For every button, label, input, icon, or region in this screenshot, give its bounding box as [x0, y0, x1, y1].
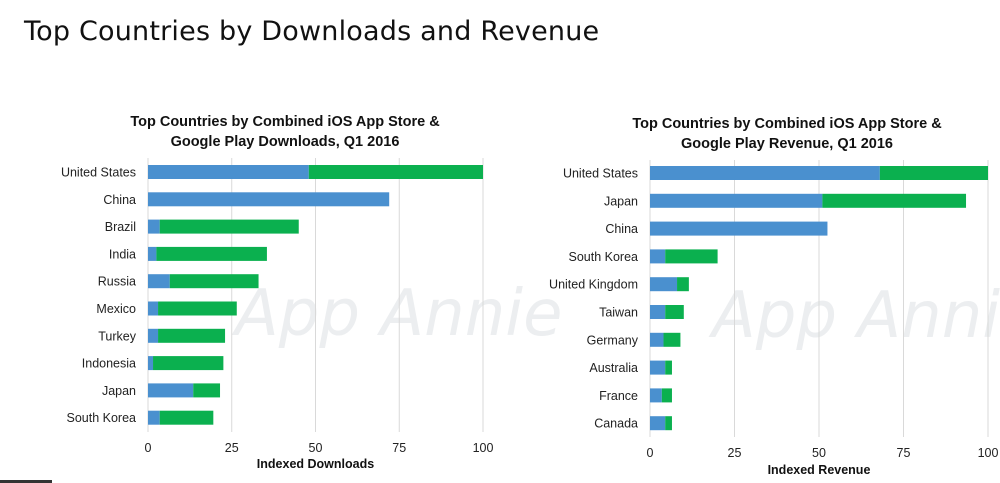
- bar-google-play: [665, 249, 718, 264]
- category-label: Mexico: [96, 302, 136, 316]
- category-label: France: [599, 389, 638, 403]
- bar-ios: [650, 166, 880, 180]
- category-label: India: [109, 247, 136, 261]
- bar-ios: [650, 277, 678, 292]
- bar-google-play: [159, 219, 299, 234]
- bar-ios: [650, 388, 662, 403]
- bar-google-play: [822, 193, 967, 208]
- bar-google-play: [156, 246, 267, 261]
- page-title: Top Countries by Downloads and Revenue: [24, 16, 600, 47]
- bar-ios: [148, 356, 154, 371]
- x-axis-label: Indexed Downloads: [257, 457, 374, 471]
- bar-ios: [148, 246, 157, 261]
- bar-google-play: [665, 416, 672, 431]
- bar-google-play: [193, 383, 221, 398]
- category-label: South Korea: [569, 250, 639, 264]
- category-label: Japan: [604, 194, 638, 208]
- category-label: United States: [563, 167, 638, 181]
- x-axis-label: Indexed Revenue: [768, 463, 871, 477]
- watermark: App Annie: [708, 279, 1000, 353]
- divider: [0, 480, 52, 483]
- bar-ios: [650, 305, 666, 319]
- category-label: United States: [61, 166, 136, 180]
- bar-google-play: [153, 356, 224, 371]
- bar-ios: [148, 328, 159, 343]
- category-label: China: [605, 222, 638, 236]
- bar-google-play: [677, 277, 689, 292]
- bar-google-play: [169, 274, 259, 289]
- category-label: Taiwan: [599, 306, 638, 320]
- bar-ios: [148, 192, 390, 207]
- bar-ios: [148, 301, 159, 316]
- bar-ios: [650, 416, 666, 431]
- bar-google-play: [879, 166, 988, 180]
- bar-ios: [148, 165, 309, 179]
- bar-ios: [650, 221, 828, 236]
- bar-google-play: [665, 360, 672, 375]
- x-tick-label: 50: [309, 441, 323, 455]
- bar-ios: [650, 193, 823, 208]
- bar-ios: [148, 410, 160, 425]
- bar-google-play: [159, 410, 214, 425]
- bar-google-play: [663, 332, 681, 347]
- bar-ios: [650, 332, 664, 347]
- x-tick-label: 100: [978, 446, 999, 460]
- chart-2: App Annie Top Countries by Combined iOS A…: [549, 116, 1000, 477]
- chart-title: Google Play Downloads, Q1 2016: [171, 134, 400, 150]
- chart-title: Google Play Revenue, Q1 2016: [681, 136, 893, 152]
- category-label: South Korea: [67, 411, 137, 425]
- bar-ios: [148, 219, 160, 234]
- bar-google-play: [158, 301, 237, 316]
- bar-google-play: [158, 328, 226, 343]
- chart-title: Top Countries by Combined iOS App Store …: [130, 114, 440, 130]
- chart-title: Top Countries by Combined iOS App Store …: [632, 116, 942, 132]
- category-label: China: [103, 193, 136, 207]
- category-label: Turkey: [98, 329, 136, 343]
- x-tick-label: 25: [728, 446, 742, 460]
- watermark: App Annie: [231, 277, 562, 351]
- category-label: United Kingdom: [549, 278, 638, 292]
- bar-ios: [148, 274, 170, 289]
- x-tick-label: 100: [473, 441, 494, 455]
- x-tick-label: 0: [145, 441, 152, 455]
- x-tick-label: 25: [225, 441, 239, 455]
- bar-ios: [148, 383, 194, 398]
- x-tick-label: 0: [647, 446, 654, 460]
- category-label: Brazil: [105, 220, 136, 234]
- category-label: Indonesia: [82, 357, 136, 371]
- category-label: Germany: [587, 333, 639, 347]
- category-label: Canada: [594, 417, 638, 431]
- bar-google-play: [665, 305, 684, 319]
- bar-google-play: [308, 165, 483, 179]
- category-label: Australia: [589, 361, 638, 375]
- bar-ios: [650, 360, 666, 375]
- x-tick-label: 75: [392, 441, 406, 455]
- bar-ios: [650, 249, 666, 264]
- bar-google-play: [661, 388, 672, 403]
- category-label: Japan: [102, 384, 136, 398]
- x-tick-label: 75: [897, 446, 911, 460]
- x-tick-label: 50: [812, 446, 826, 460]
- category-label: Russia: [98, 275, 136, 289]
- chart-1: App Annie Top Countries by Combined iOS A…: [61, 114, 562, 471]
